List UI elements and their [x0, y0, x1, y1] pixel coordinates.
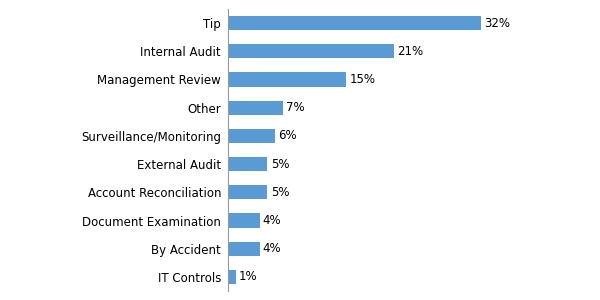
Bar: [228, 101, 283, 115]
Text: 5%: 5%: [271, 186, 289, 199]
Bar: [228, 270, 236, 284]
Bar: [228, 214, 260, 227]
Bar: [228, 242, 260, 256]
Bar: [228, 44, 394, 58]
Text: 15%: 15%: [350, 73, 376, 86]
Text: 4%: 4%: [263, 242, 281, 255]
Bar: [228, 129, 275, 143]
Bar: [228, 72, 346, 86]
Text: 21%: 21%: [397, 45, 423, 58]
Text: 32%: 32%: [484, 16, 510, 30]
Text: 4%: 4%: [263, 214, 281, 227]
Bar: [228, 185, 268, 199]
Text: 1%: 1%: [239, 270, 257, 284]
Bar: [228, 16, 481, 30]
Text: 6%: 6%: [278, 129, 297, 142]
Text: 5%: 5%: [271, 158, 289, 171]
Bar: [228, 157, 268, 171]
Text: 7%: 7%: [286, 101, 305, 114]
